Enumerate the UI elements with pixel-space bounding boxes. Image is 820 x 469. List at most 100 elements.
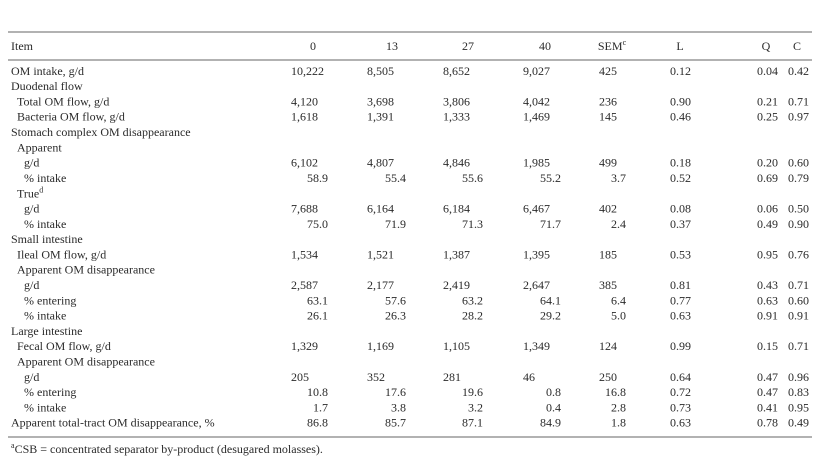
footnote-text: CSB = concentrated separator by-product … (15, 442, 323, 456)
table-cell: 0.72 (670, 385, 691, 399)
table-cell: 0.90 (670, 94, 691, 108)
table-cell: 63.2 (462, 293, 483, 307)
table-cell: 6,102 (291, 156, 318, 170)
table-cell: 0.79 (788, 171, 809, 185)
column-header: 27 (462, 39, 474, 53)
table-cell: 0.76 (788, 247, 809, 261)
table-cell: 2.4 (611, 217, 626, 231)
table-cell: 0.8 (546, 385, 561, 399)
table-cell: 57.6 (385, 293, 406, 307)
table-cell: 0.47 (757, 385, 778, 399)
table-cell: 0.50 (788, 201, 809, 215)
column-header: Q (762, 39, 771, 53)
row-label-superscript: d (39, 185, 43, 194)
row-label: Apparent (17, 140, 62, 154)
table-cell: 6.4 (611, 293, 626, 307)
table-cell: 29.2 (540, 309, 561, 323)
table-cell: 145 (599, 110, 617, 124)
table-cell: 1,521 (367, 247, 394, 261)
table-cell: 0.06 (757, 201, 778, 215)
table-cell: 0.63 (757, 293, 778, 307)
table-cell: 7,688 (291, 201, 318, 215)
table-cell: 2,419 (443, 278, 470, 292)
footnote-superscript: a (11, 441, 15, 450)
table-cell: 3,806 (443, 94, 470, 108)
table-cell: 185 (599, 247, 617, 261)
table-cell: 124 (599, 339, 617, 353)
table-cell: 1,985 (523, 156, 550, 170)
table-cell: 71.7 (540, 217, 561, 231)
table-cell: 71.3 (462, 217, 483, 231)
table-cell: 6,467 (523, 201, 550, 215)
row-label: OM intake, g/d (11, 64, 84, 78)
table-cell: 1,387 (443, 247, 470, 261)
table-cell: 3,698 (367, 94, 394, 108)
table-cell: 0.18 (670, 156, 691, 170)
table-cell: 0.99 (670, 339, 691, 353)
table-cell: 0.78 (757, 416, 778, 430)
row-label: Duodenal flow (11, 79, 83, 93)
table-cell: 87.1 (462, 416, 483, 430)
table-cell: 0.73 (670, 400, 691, 414)
table-cell: 26.1 (307, 309, 328, 323)
row-label: % intake (24, 400, 66, 414)
table-cell: 0.83 (788, 385, 809, 399)
table-cell: 55.2 (540, 171, 561, 185)
row-label: Bacteria OM flow, g/d (17, 110, 125, 124)
table-cell: 0.41 (757, 400, 778, 414)
table-cell: 19.6 (462, 385, 483, 399)
table-cell: 402 (599, 201, 617, 215)
table-cell: 75.0 (307, 217, 328, 231)
table-cell: 0.91 (757, 309, 778, 323)
row-label: % entering (24, 293, 76, 307)
row-label: g/d (24, 370, 39, 384)
table-cell: 0.43 (757, 278, 778, 292)
row-label: g/d (24, 278, 39, 292)
row-label: Apparent OM disappearance (17, 263, 155, 277)
row-label: % entering (24, 385, 76, 399)
table-cell: 0.46 (670, 110, 691, 124)
table-cell: 2,587 (291, 278, 318, 292)
column-header-superscript: c (623, 38, 627, 47)
table-cell: 0.37 (670, 217, 691, 231)
table-cell: 0.69 (757, 171, 778, 185)
table-cell: 0.53 (670, 247, 691, 261)
row-label: Trued (17, 185, 43, 200)
column-header-text: SEM (598, 39, 623, 53)
table-cell: 55.6 (462, 171, 483, 185)
footnote: aCSB = concentrated separator by-product… (11, 441, 323, 456)
table-cell: 1,349 (523, 339, 550, 353)
table-cell: 5.0 (611, 309, 626, 323)
table-cell: 425 (599, 64, 617, 78)
row-label: Large intestine (11, 324, 82, 338)
table-cell: 63.1 (307, 293, 328, 307)
table-cell: 0.71 (788, 339, 809, 353)
table-cell: 0.81 (670, 278, 691, 292)
table-cell: 0.49 (788, 416, 809, 430)
table-cell: 0.52 (670, 171, 691, 185)
table-cell: 3.7 (611, 171, 626, 185)
table-cell: 3.2 (468, 400, 483, 414)
table-cell: 2,177 (367, 278, 394, 292)
table-cell: 0.15 (757, 339, 778, 353)
row-label: Ileal OM flow, g/d (17, 247, 106, 261)
table-cell: 4,042 (523, 94, 550, 108)
table-cell: 0.47 (757, 370, 778, 384)
table-cell: 0.04 (757, 64, 778, 78)
table-cell: 71.9 (385, 217, 406, 231)
table-cell: 1.8 (611, 416, 626, 430)
table-cell: 26.3 (385, 309, 406, 323)
table-cell: 55.4 (385, 171, 406, 185)
table-cell: 84.9 (540, 416, 561, 430)
row-label-text: True (17, 186, 39, 200)
table-cell: 0.63 (670, 416, 691, 430)
table-cell: 385 (599, 278, 617, 292)
table-cell: 0.63 (670, 309, 691, 323)
table-cell: 1,618 (291, 110, 318, 124)
table-cell: 1,105 (443, 339, 470, 353)
table-cell: 250 (599, 370, 617, 384)
table-cell: 10.8 (307, 385, 328, 399)
table-cell: 1,391 (367, 110, 394, 124)
table-cell: 1,329 (291, 339, 318, 353)
